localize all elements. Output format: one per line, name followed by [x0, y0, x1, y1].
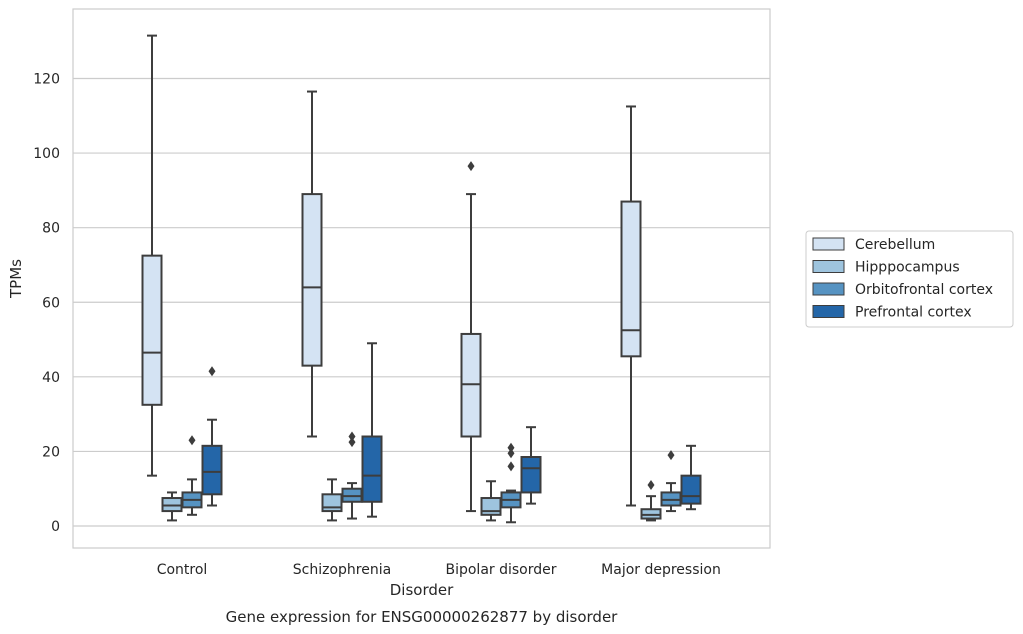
- box-iqr: [321, 493, 343, 513]
- box-iqr: [520, 456, 542, 494]
- box-2-3: [520, 426, 542, 505]
- y-tick-label-20: 20: [42, 444, 60, 460]
- outlier-point: [188, 435, 196, 446]
- boxes-layer: [141, 34, 702, 524]
- box-1-3: [361, 342, 383, 518]
- outlier-point: [647, 479, 655, 490]
- y-gridlines: [73, 77, 770, 527]
- outlier-point: [348, 437, 356, 448]
- outlier-point: [507, 461, 515, 472]
- box-1-2: [341, 431, 363, 520]
- box-iqr: [361, 435, 383, 503]
- outlier-point: [208, 366, 216, 377]
- box-2-2: [500, 442, 522, 524]
- box-2-1: [480, 480, 502, 522]
- y-tick-label-120: 120: [33, 72, 60, 88]
- y-tick-label-100: 100: [33, 146, 60, 162]
- box-3-2: [660, 450, 682, 513]
- box-0-0: [141, 34, 163, 477]
- box-0-2: [181, 435, 203, 516]
- outlier-point: [467, 161, 475, 172]
- legend-frame: [805, 230, 1014, 328]
- box-iqr: [620, 200, 642, 358]
- box-iqr: [680, 474, 702, 505]
- legend-label-0: Cerebellum: [855, 237, 935, 253]
- legend-swatch-1: [812, 260, 845, 273]
- box-iqr: [141, 254, 163, 406]
- x-axis-label: Disorder: [390, 581, 454, 599]
- box-2-0: [460, 161, 482, 513]
- y-tick-label-0: 0: [51, 519, 60, 535]
- legend: Cerebellum Hipppocampus Orbitofrontal cort…: [805, 230, 1014, 328]
- outlier-point: [667, 450, 675, 461]
- legend-label-1: Hipppocampus: [855, 260, 960, 276]
- box-1-1: [321, 478, 343, 522]
- y-tick-label-60: 60: [42, 295, 60, 311]
- outlier-point: [507, 442, 515, 453]
- outlier-point: [348, 431, 356, 442]
- box-0-3: [201, 366, 223, 507]
- x-tick-labels: Control Schizophrenia Bipolar disorder Majo…: [157, 562, 721, 578]
- x-tick-label-1: Schizophrenia: [293, 562, 391, 578]
- legend-label-3: Prefrontal cortex: [855, 305, 972, 321]
- legend-swatch-3: [812, 305, 845, 318]
- legend-swatch-2: [812, 282, 845, 296]
- box-iqr: [480, 497, 502, 516]
- x-tick-label-2: Bipolar disorder: [445, 562, 556, 578]
- chart-caption: Gene expression for ENSG00000262877 by d…: [226, 608, 619, 626]
- x-tick-label-3: Major depression: [601, 562, 721, 578]
- y-axis-label: TPMs: [7, 259, 25, 299]
- x-tick-label-0: Control: [157, 562, 208, 578]
- box-iqr: [201, 444, 223, 496]
- box-iqr: [301, 193, 323, 367]
- box-0-1: [161, 491, 183, 522]
- plot-frame: [72, 8, 771, 549]
- y-tick-label-80: 80: [42, 221, 60, 237]
- box-3-1: [640, 479, 662, 522]
- box-3-0: [620, 105, 642, 507]
- y-tick-label-40: 40: [42, 370, 60, 386]
- legend-label-2: Orbitofrontal cortex: [855, 282, 993, 298]
- outlier-point: [507, 448, 515, 459]
- box-3-3: [680, 444, 702, 511]
- y-tick-labels: 0 20 40 60 80 100 120: [33, 72, 60, 536]
- box-1-0: [301, 90, 323, 438]
- legend-swatch-0: [812, 237, 845, 251]
